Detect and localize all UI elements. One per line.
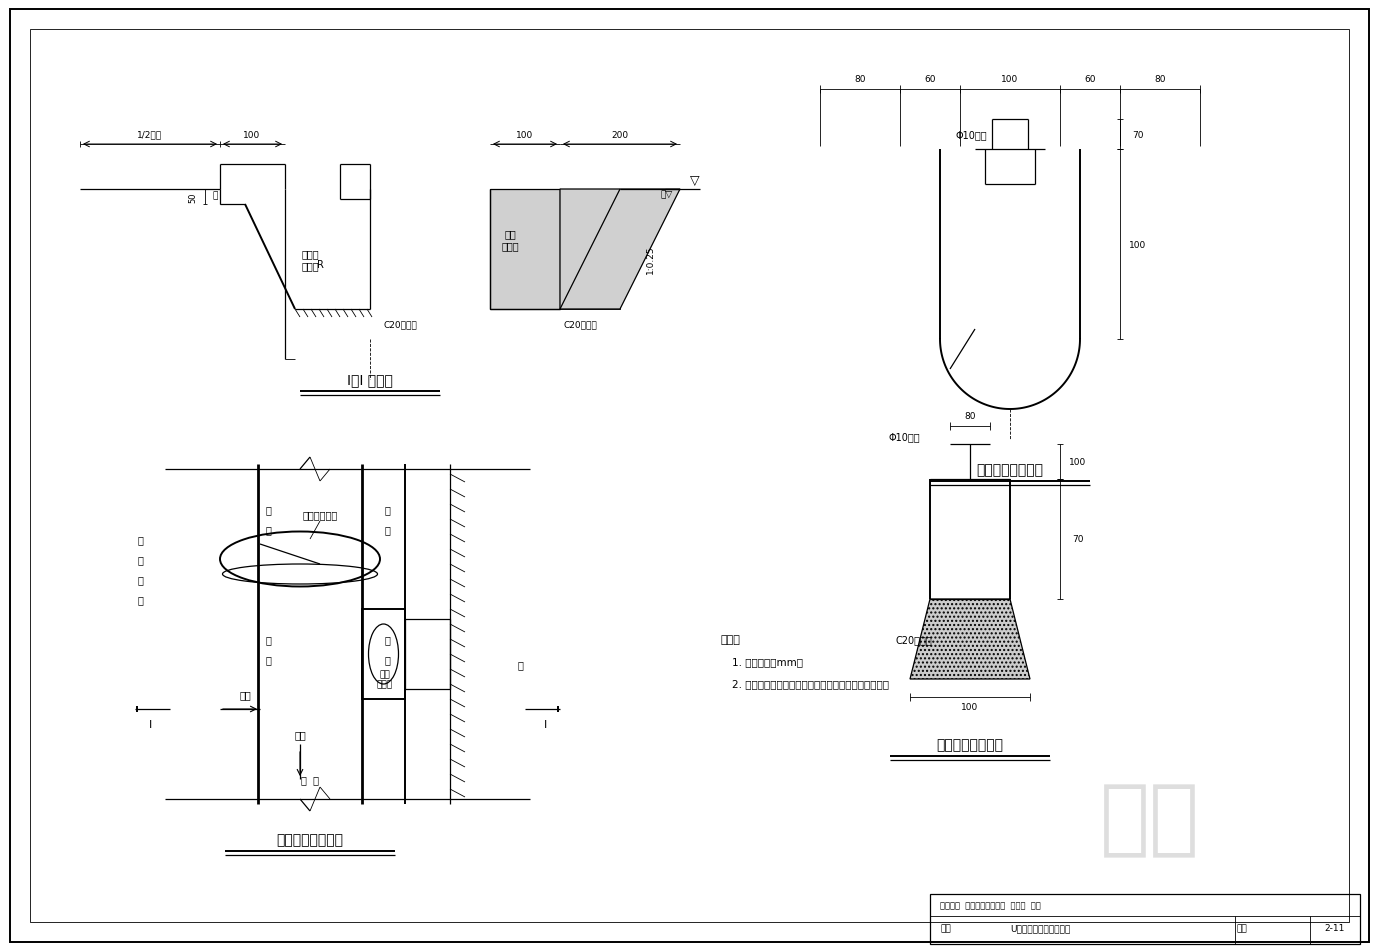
Text: 堤: 堤 bbox=[137, 594, 143, 605]
Text: 面▽: 面▽ bbox=[661, 190, 672, 199]
Text: 说明：: 说明： bbox=[720, 634, 741, 645]
Text: C20混凝土: C20混凝土 bbox=[895, 634, 932, 645]
Polygon shape bbox=[560, 189, 680, 309]
Text: 100: 100 bbox=[961, 703, 979, 712]
Text: 墩: 墩 bbox=[212, 191, 218, 200]
Text: 乳: 乳 bbox=[137, 534, 143, 545]
Text: 2-11: 2-11 bbox=[1325, 923, 1345, 933]
Text: 200: 200 bbox=[611, 130, 629, 139]
Text: 60: 60 bbox=[924, 75, 936, 85]
Text: 1. 尺寸单位为mm。: 1. 尺寸单位为mm。 bbox=[732, 656, 803, 666]
Text: 70: 70 bbox=[1073, 535, 1084, 544]
Text: 顶: 顶 bbox=[265, 525, 270, 534]
Text: 牛墩式闸门平面图: 牛墩式闸门平面图 bbox=[277, 832, 343, 846]
Text: 用: 用 bbox=[385, 634, 390, 645]
Text: 聚: 聚 bbox=[137, 554, 143, 565]
Polygon shape bbox=[490, 189, 560, 309]
Text: R: R bbox=[317, 260, 324, 269]
Text: 100: 100 bbox=[516, 130, 534, 139]
Bar bbox=[405, 620, 450, 689]
Text: 100: 100 bbox=[1001, 75, 1019, 85]
Text: 复: 复 bbox=[385, 525, 390, 534]
Text: 堤: 堤 bbox=[265, 654, 270, 664]
Text: 80: 80 bbox=[964, 412, 976, 421]
Text: 面: 面 bbox=[517, 660, 523, 669]
Text: 渠: 渠 bbox=[265, 634, 270, 645]
Text: Ⅰ: Ⅰ bbox=[543, 720, 546, 729]
Text: 牛墩式闸门侧面图: 牛墩式闸门侧面图 bbox=[936, 737, 1004, 751]
Text: 渠: 渠 bbox=[265, 505, 270, 514]
Text: 2. 牛墩式小闸门应在渠道中预制，以与渠道配合密切。: 2. 牛墩式小闸门应在渠道中预制，以与渠道配合密切。 bbox=[732, 678, 889, 688]
Text: 100: 100 bbox=[1129, 240, 1146, 249]
Text: 牛墩式
小闸门: 牛墩式 小闸门 bbox=[301, 248, 319, 270]
Text: 塞: 塞 bbox=[137, 574, 143, 585]
Text: ▽: ▽ bbox=[690, 173, 699, 187]
Text: 80: 80 bbox=[1154, 75, 1165, 85]
Text: 牛墩式小闸门: 牛墩式小闸门 bbox=[302, 509, 338, 520]
Text: 面: 面 bbox=[385, 654, 390, 664]
Text: 50: 50 bbox=[189, 192, 197, 203]
Text: 70: 70 bbox=[1132, 130, 1143, 139]
Polygon shape bbox=[490, 189, 621, 309]
Text: 图名: 图名 bbox=[940, 923, 950, 933]
Text: C20混凝土: C20混凝土 bbox=[383, 320, 416, 329]
Text: 1/2渠宽: 1/2渠宽 bbox=[138, 130, 163, 139]
Text: 100: 100 bbox=[243, 130, 261, 139]
Text: 水流: 水流 bbox=[239, 689, 251, 700]
Text: 1:0.25: 1:0.25 bbox=[645, 246, 655, 274]
Text: 田: 田 bbox=[385, 505, 390, 514]
Text: 80: 80 bbox=[854, 75, 866, 85]
Bar bbox=[929, 894, 1360, 944]
Text: U形牛墩式小闸门设计图: U形牛墩式小闸门设计图 bbox=[1009, 923, 1070, 933]
Text: C20混凝土: C20混凝土 bbox=[563, 320, 597, 329]
Text: Ⅰ: Ⅰ bbox=[149, 720, 152, 729]
Text: 60: 60 bbox=[1084, 75, 1096, 85]
Text: 闸孔
进水口: 闸孔 进水口 bbox=[376, 669, 393, 689]
Text: Ⅰ－Ⅰ 剖面图: Ⅰ－Ⅰ 剖面图 bbox=[348, 372, 393, 387]
Text: 田间
进水口: 田间 进水口 bbox=[501, 229, 519, 250]
Bar bbox=[363, 609, 405, 700]
Polygon shape bbox=[910, 600, 1030, 680]
Text: 100: 100 bbox=[1069, 458, 1087, 466]
Text: 水渠: 水渠 bbox=[294, 729, 306, 739]
Text: 渠  道: 渠 道 bbox=[301, 774, 319, 784]
Text: 图号: 图号 bbox=[1237, 923, 1248, 933]
Text: 牛墩式闸门立面图: 牛墩式闸门立面图 bbox=[976, 463, 1044, 477]
Text: Φ10拉手: Φ10拉手 bbox=[888, 431, 920, 442]
Text: Φ10拉手: Φ10拉手 bbox=[956, 129, 986, 140]
Text: 知末: 知末 bbox=[1100, 779, 1200, 860]
Text: 第一部分  渠道与渠系建筑物  第二章  小型: 第一部分 渠道与渠系建筑物 第二章 小型 bbox=[940, 901, 1041, 909]
